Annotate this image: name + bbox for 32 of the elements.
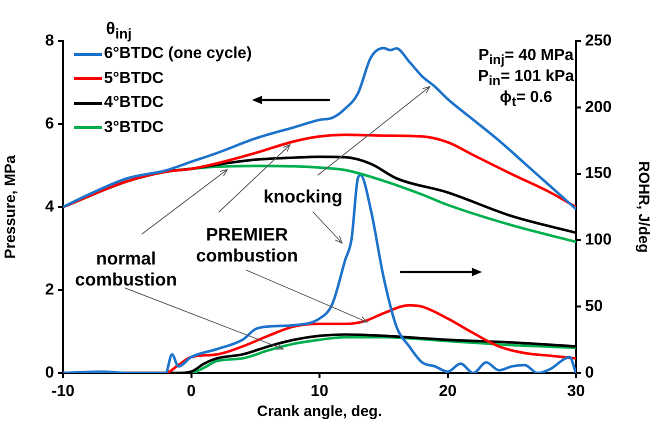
y2-tick-label: 100: [585, 232, 612, 249]
x-tick-label: -10: [51, 383, 75, 400]
x-tick-label: 10: [310, 383, 328, 400]
y2-axis-title: ROHR, J/deg: [634, 161, 652, 253]
annotation: P$_{in}$= 101 kPa: [478, 68, 574, 88]
legend-label: 4°BTDC: [104, 94, 164, 112]
annotation: knocking: [263, 186, 343, 208]
y-axis-title: Pressure, MPa: [2, 154, 20, 259]
legend-label: 6°BTDC (one cycle): [104, 45, 252, 64]
x-axis-title: Crank angle, deg.: [256, 403, 382, 420]
x-tick-label: 30: [567, 383, 585, 400]
line-series: [63, 46, 576, 210]
y2-tick-label: 200: [585, 98, 612, 116]
y2-tick-label: 250: [585, 32, 612, 50]
y-tick-label: 2: [45, 281, 54, 298]
legend-label: 3°BTDC: [104, 118, 164, 137]
legend-title: θ$_{inj}$: [106, 19, 133, 42]
y-tick-label: 4: [45, 198, 54, 216]
y-tick-label: 6: [45, 115, 54, 132]
x-tick-label: 20: [438, 383, 457, 400]
annotation: normal combustion: [74, 248, 178, 290]
x-tick-label: 0: [186, 383, 196, 400]
annotation: ϕ$_{t}$= 0.6: [500, 88, 552, 110]
y2-tick-label: 50: [585, 298, 603, 316]
y-tick-label: 8: [45, 32, 54, 50]
legend-label: 5°BTDC: [104, 70, 164, 88]
line-series: [63, 133, 576, 208]
annotation: PREMIER combustion: [195, 224, 299, 266]
y-tick-label: 0: [45, 364, 54, 382]
annotation: P$_{inj}$= 40 MPa: [478, 46, 574, 68]
y2-tick-label: 0: [585, 364, 594, 382]
y2-tick-label: 150: [585, 165, 612, 182]
